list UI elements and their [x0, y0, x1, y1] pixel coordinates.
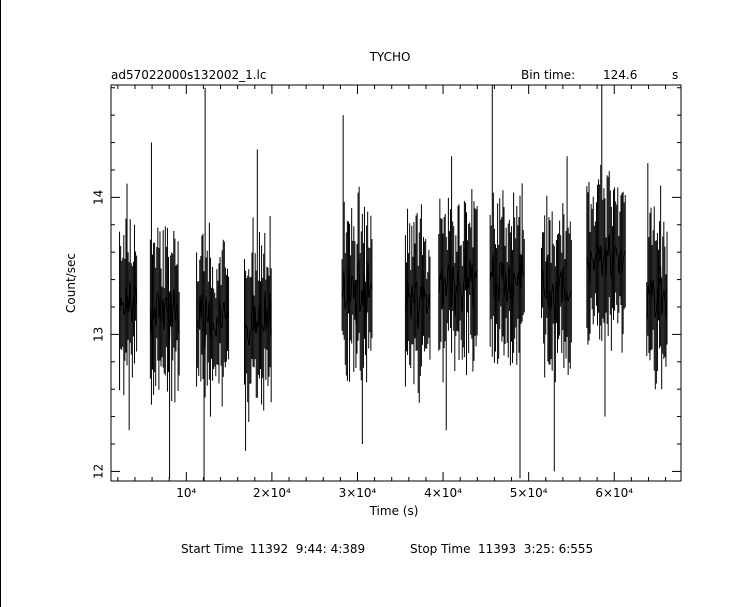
x-tick-label: 3×10⁴: [339, 486, 377, 500]
rate-line: [438, 246, 478, 317]
light-curve-marks: [119, 85, 668, 481]
file-label: ad57022000s132002_1.lc: [111, 68, 267, 82]
rate-line: [149, 289, 180, 340]
rate-line: [119, 280, 138, 322]
segment-6: [404, 204, 431, 403]
rate-line: [404, 280, 431, 330]
x-tick-label: 5×10⁴: [510, 486, 548, 500]
rate-line: [489, 250, 525, 307]
rate-line: [196, 294, 230, 349]
segment-3: [196, 87, 230, 481]
rate-line: [341, 259, 373, 324]
segment-8: [489, 85, 525, 479]
segment-10: [586, 85, 626, 417]
x-tick-label: 10⁴: [176, 486, 196, 500]
x-tick-label: 2×10⁴: [253, 486, 291, 500]
y-axis-label: Count/sec: [64, 253, 78, 313]
chart-title: TYCHO: [369, 50, 411, 64]
rate-line: [541, 256, 572, 325]
axis-ticks: [111, 85, 681, 481]
bin-time-label: Bin time:: [521, 68, 575, 82]
bin-time-value: 124.6: [603, 68, 637, 82]
x-tick-label: 4×10⁴: [424, 486, 462, 500]
segment-7: [438, 156, 478, 431]
rate-line: [244, 290, 272, 346]
bin-time-unit: s: [672, 68, 678, 82]
plot-area: 10⁴ 2×10⁴ 3×10⁴ 4×10⁴ 5×10⁴ 6×10⁴ 12 13 14: [92, 84, 682, 500]
segment-5: [341, 115, 373, 445]
plot-frame: [110, 84, 682, 482]
x-axis-label: Time (s): [369, 504, 419, 518]
rate-line: [646, 265, 668, 321]
y-tick-label: 12: [92, 464, 106, 479]
x-tick-label: 6×10⁴: [595, 486, 633, 500]
y-tick-label: 13: [92, 327, 106, 342]
y-tick-label: 14: [92, 190, 106, 205]
stop-time-label: Stop Time: [410, 542, 470, 556]
segment-9: [540, 156, 572, 472]
segment-1: [119, 183, 138, 431]
start-time-value: 11392 9:44: 4:389: [250, 542, 365, 556]
segment-4: [244, 149, 272, 451]
segment-11: [646, 163, 668, 390]
rate-line: [586, 234, 626, 283]
stop-time-value: 11393 3:25: 6:555: [478, 542, 593, 556]
segment-2: [149, 142, 180, 479]
axis-tick-labels: 10⁴ 2×10⁴ 3×10⁴ 4×10⁴ 5×10⁴ 6×10⁴ 12 13 14: [92, 190, 634, 500]
start-time-label: Start Time: [181, 542, 244, 556]
